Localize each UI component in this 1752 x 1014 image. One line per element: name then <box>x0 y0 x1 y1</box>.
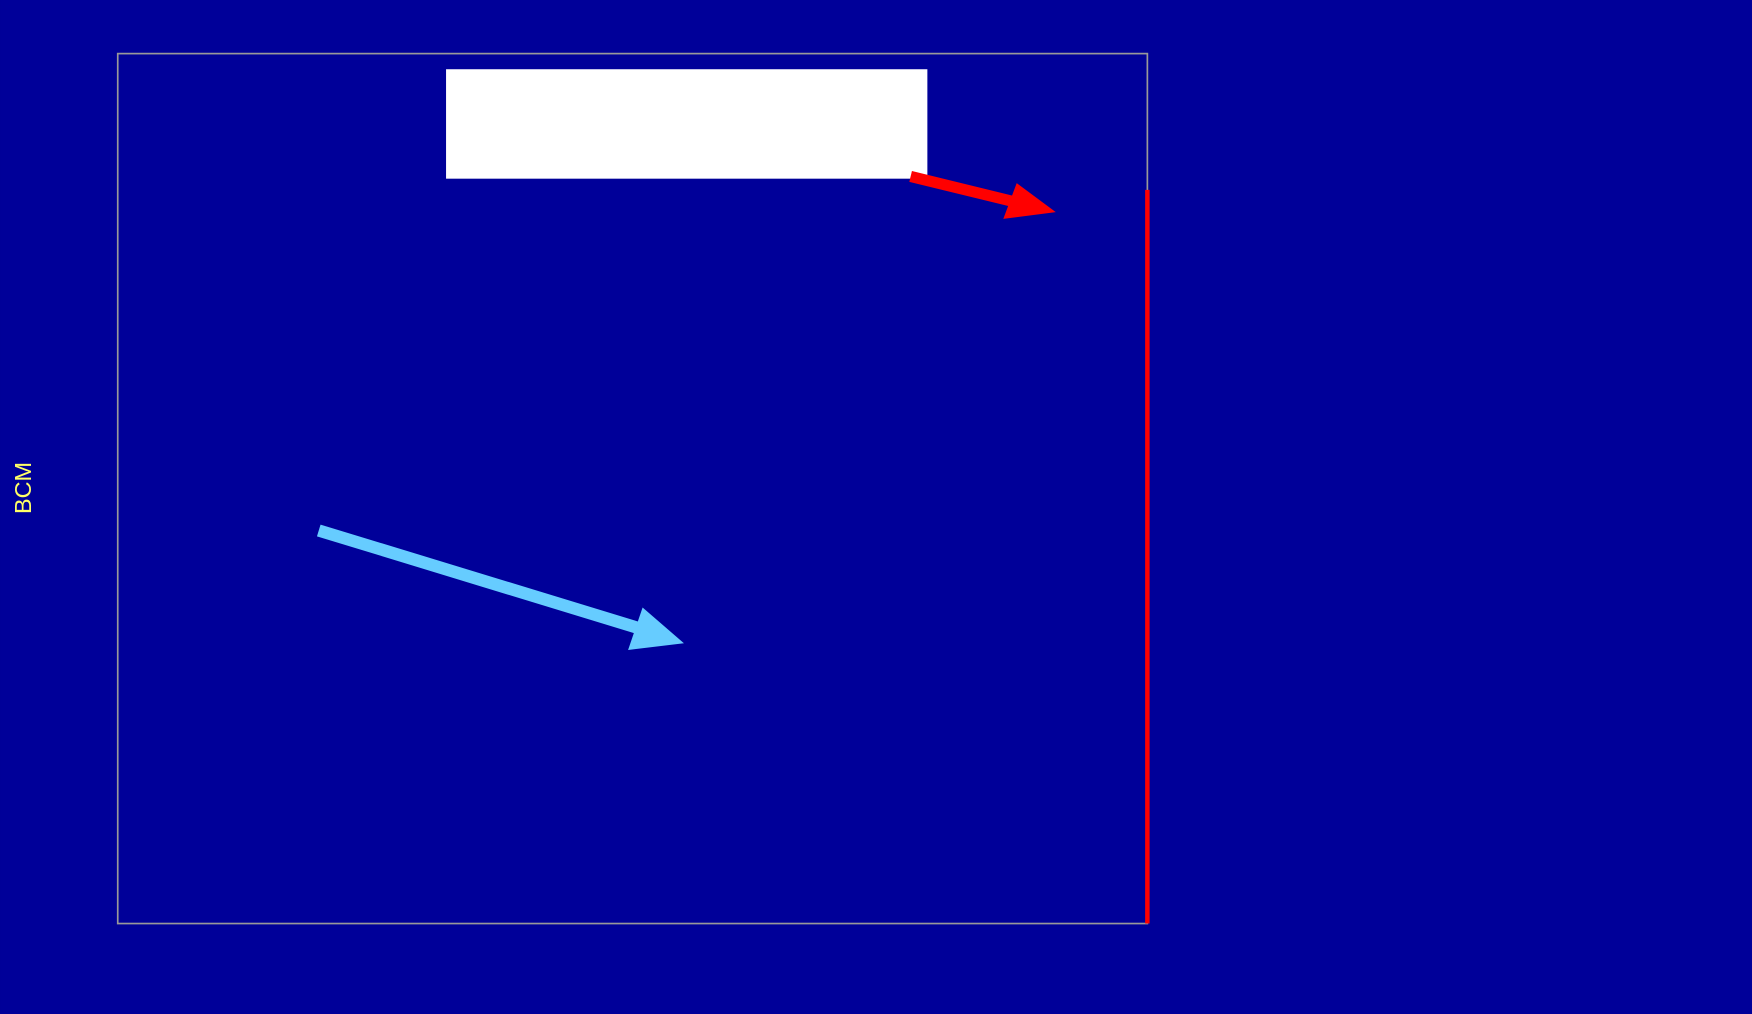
annotation-arrow <box>909 171 1013 207</box>
annotation-arrowhead <box>1003 183 1056 219</box>
y-axis-label: BCM <box>10 462 36 514</box>
annotation-box <box>446 69 928 179</box>
plot-area <box>116 52 1149 925</box>
annotation-arrowhead <box>628 607 684 650</box>
annotation-arrow <box>316 524 639 634</box>
